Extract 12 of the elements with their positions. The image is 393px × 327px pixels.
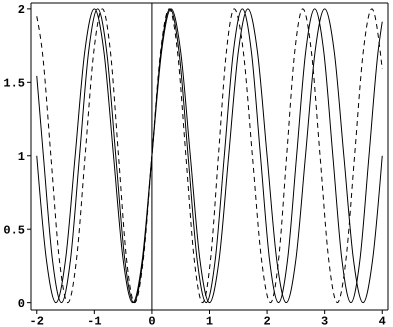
x-tick-label: 3 bbox=[321, 314, 328, 327]
x-tick-label: -1 bbox=[87, 314, 102, 327]
y-tick-label: 0.5 bbox=[3, 223, 25, 238]
x-tick-label: -2 bbox=[30, 314, 44, 327]
x-tick-label: 0 bbox=[148, 314, 156, 327]
x-tick-label: 2 bbox=[263, 314, 271, 327]
y-tick-label: 2 bbox=[18, 3, 25, 18]
y-tick-label: 1.5 bbox=[3, 76, 25, 91]
x-tick-label: 1 bbox=[206, 314, 214, 327]
x-tick-label: 4 bbox=[378, 314, 386, 327]
y-tick-label: 1 bbox=[18, 150, 25, 164]
y-tick-label: 0 bbox=[18, 296, 25, 311]
